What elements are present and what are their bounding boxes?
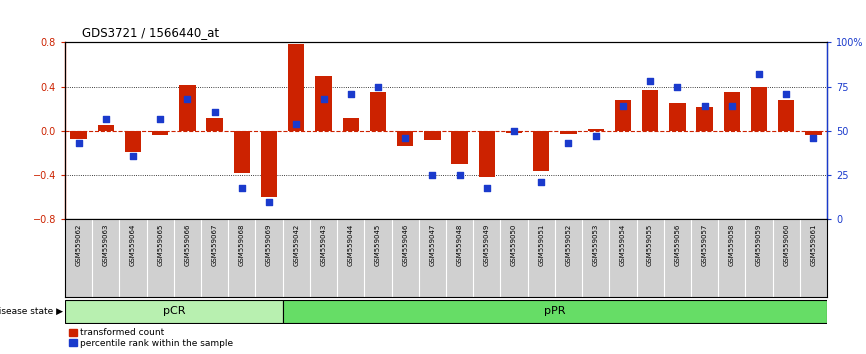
Point [453,172,467,178]
Bar [587,129,604,131]
Point [126,153,140,159]
Point [398,135,412,141]
Bar [724,92,740,131]
Text: GSM559046: GSM559046 [402,223,408,266]
Text: GSM559050: GSM559050 [511,223,517,266]
Text: GSM559066: GSM559066 [184,223,191,266]
Point [344,91,358,97]
Bar [696,107,713,131]
Point [698,103,712,109]
Point [317,96,331,102]
Point [725,103,739,109]
Text: GDS3721 / 1566440_at: GDS3721 / 1566440_at [82,26,219,39]
Bar [179,85,196,131]
Point [371,84,385,90]
Text: GSM559062: GSM559062 [75,223,81,266]
Text: pCR: pCR [163,306,185,316]
Text: GSM559063: GSM559063 [103,223,109,266]
Point [534,179,548,185]
Text: GSM559048: GSM559048 [456,223,462,266]
Bar [805,131,822,136]
Text: pPR: pPR [544,306,565,316]
Point [670,84,684,90]
Point [99,116,113,121]
Point [806,135,820,141]
Bar [669,103,686,131]
Point [480,185,494,190]
Bar [206,118,223,131]
Text: GSM559061: GSM559061 [811,223,817,266]
Point [180,96,194,102]
Bar [125,131,141,152]
Legend: transformed count, percentile rank within the sample: transformed count, percentile rank withi… [69,329,234,348]
Text: GSM559054: GSM559054 [620,223,626,266]
Bar [560,131,577,134]
Bar [261,131,277,198]
Point [779,91,793,97]
Text: GSM559042: GSM559042 [294,223,300,266]
Bar [315,76,332,131]
Point [72,141,86,146]
Point [589,133,603,139]
Text: GSM559053: GSM559053 [592,223,598,266]
Text: GSM559049: GSM559049 [484,223,490,266]
Bar [234,131,250,173]
Text: GSM559059: GSM559059 [756,223,762,266]
Point [235,185,249,190]
Bar [615,100,631,131]
Bar [778,100,794,131]
Bar [65,300,282,323]
Text: GSM559069: GSM559069 [266,223,272,266]
Bar [751,87,767,131]
Bar [397,131,413,147]
Bar [424,131,441,140]
Point [752,72,766,77]
Point [208,109,222,114]
Bar [282,300,827,323]
Bar [451,131,468,164]
Point [507,128,521,134]
Bar [152,131,168,136]
Text: GSM559051: GSM559051 [539,223,544,266]
Point [643,79,657,84]
Text: GSM559045: GSM559045 [375,223,381,266]
Point [289,121,303,127]
Bar [288,44,305,131]
Text: GSM559055: GSM559055 [647,223,653,266]
Text: GSM559067: GSM559067 [211,223,217,266]
Point [561,141,575,146]
Bar [98,125,114,131]
Text: GSM559056: GSM559056 [675,223,681,266]
Text: GSM559047: GSM559047 [430,223,436,266]
Bar [70,131,87,139]
Bar [642,90,658,131]
Text: GSM559052: GSM559052 [565,223,572,266]
Bar [506,131,522,133]
Text: GSM559065: GSM559065 [158,223,163,266]
Point [425,172,439,178]
Point [262,199,276,205]
Text: GSM559060: GSM559060 [783,223,789,266]
Bar [370,92,386,131]
Bar [343,118,359,131]
Text: GSM559044: GSM559044 [348,223,353,266]
Bar [533,131,549,171]
Point [616,103,630,109]
Text: disease state ▶: disease state ▶ [0,307,63,316]
Text: GSM559064: GSM559064 [130,223,136,266]
Text: GSM559068: GSM559068 [239,223,245,266]
Text: GSM559043: GSM559043 [320,223,326,266]
Bar [479,131,495,177]
Text: GSM559057: GSM559057 [701,223,708,266]
Text: GSM559058: GSM559058 [729,223,734,266]
Point [153,116,167,121]
